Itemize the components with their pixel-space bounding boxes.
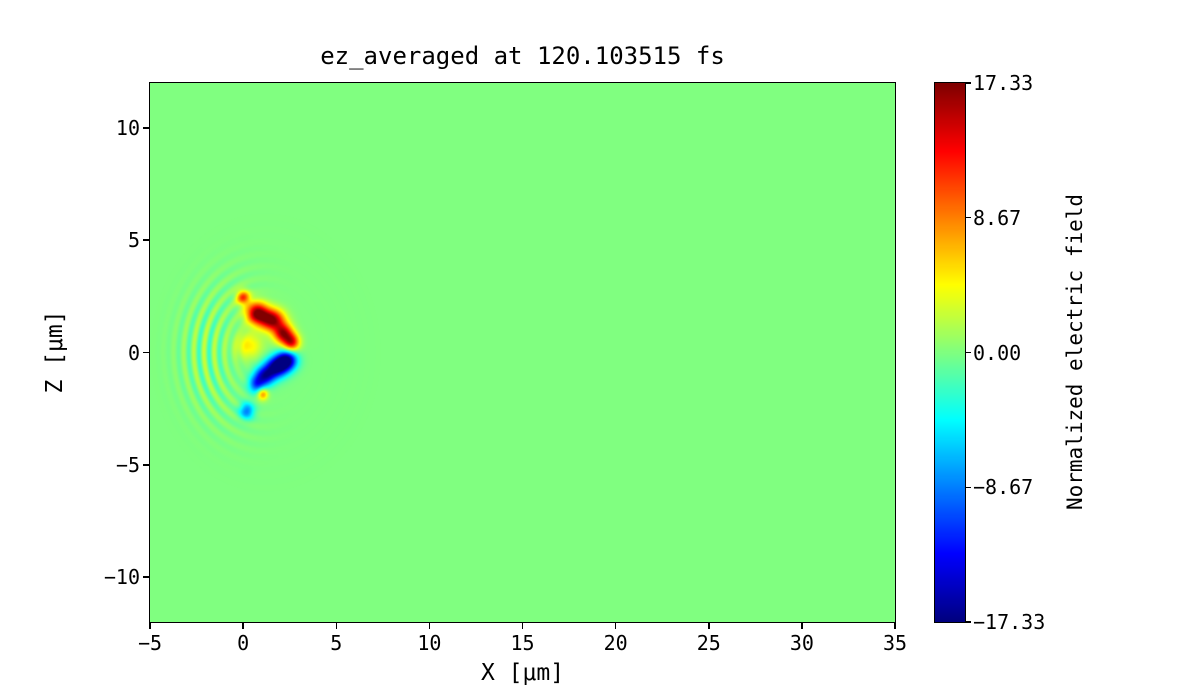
z-tick-mark [143, 464, 150, 466]
x-tick-mark [894, 622, 896, 629]
heatmap-canvas [149, 82, 896, 623]
x-tick-mark [242, 622, 244, 629]
x-tick-label: 20 [603, 631, 628, 655]
colorbar [934, 82, 966, 623]
x-tick-label: 25 [696, 631, 721, 655]
colorbar-tick-mark [965, 82, 971, 84]
colorbar-tick-mark [965, 351, 971, 354]
x-tick-label: 0 [237, 631, 250, 655]
z-tick-mark [143, 127, 150, 129]
x-tick-mark [149, 622, 151, 629]
colorbar-tick-mark [965, 486, 971, 489]
x-tick-label: 5 [330, 631, 343, 655]
colorbar-tick-label: 0.00 [973, 340, 1022, 365]
z-tick-mark [143, 239, 150, 241]
z-tick-label: −5 [115, 452, 140, 477]
x-tick-label: 10 [417, 631, 442, 655]
x-tick-mark [428, 622, 431, 629]
z-tick-label: 0 [127, 340, 140, 365]
chart-title: ez_averaged at 120.103515 fs [320, 42, 725, 70]
colorbar-tick-label: −8.67 [973, 475, 1034, 500]
x-tick-label: 35 [882, 631, 908, 655]
colorbar-tick-label: 8.67 [973, 205, 1022, 230]
colorbar-tick-label: −17.33 [973, 610, 1046, 634]
colorbar-tick-mark [965, 216, 971, 219]
x-tick-mark [521, 622, 524, 629]
colorbar-tick-mark [965, 621, 971, 623]
colorbar-label: Normalized electric field [1063, 193, 1087, 511]
z-tick-label: 10 [115, 115, 140, 140]
x-tick-mark [708, 622, 710, 629]
z-tick-label: −10 [103, 565, 140, 590]
colorbar-tick-label: 17.33 [973, 71, 1034, 95]
x-tick-mark [614, 622, 617, 629]
z-tick-label: 5 [127, 228, 140, 253]
x-tick-label: 30 [789, 631, 814, 655]
x-tick-label: 15 [510, 631, 535, 655]
z-tick-mark [143, 351, 150, 354]
z-tick-mark [143, 576, 150, 578]
x-tick-mark [335, 622, 337, 629]
x-axis-label: X [μm] [480, 660, 565, 686]
z-axis-label: Z [μm] [42, 310, 68, 394]
x-tick-mark [801, 622, 803, 629]
x-tick-label: −5 [137, 631, 163, 655]
